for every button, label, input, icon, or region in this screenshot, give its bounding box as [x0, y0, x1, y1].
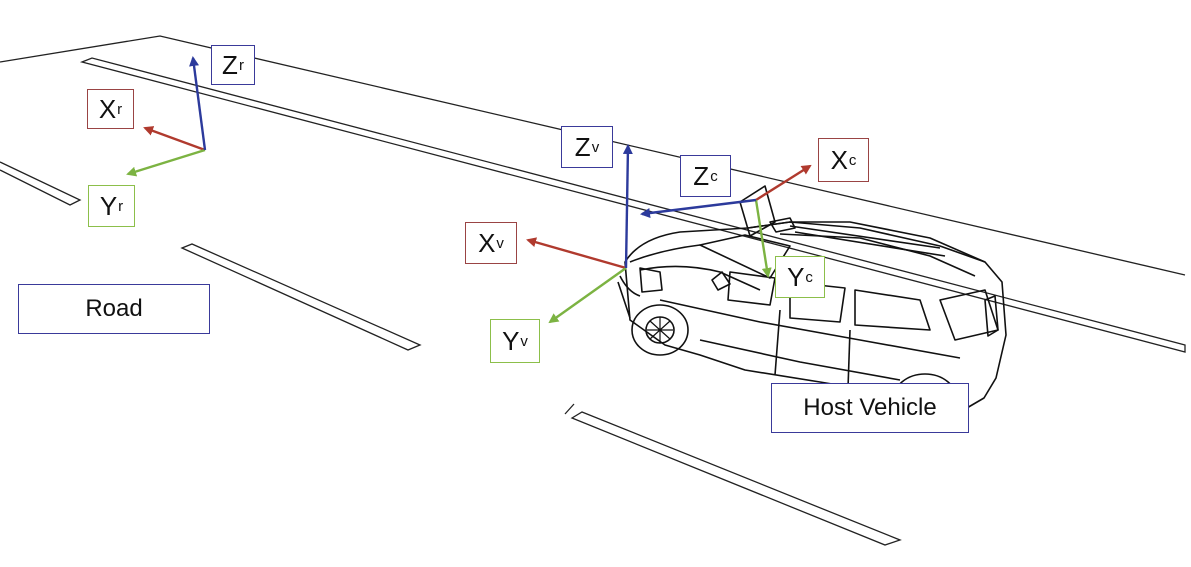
axis-subscript: r — [238, 56, 244, 74]
axis-letter: Z — [222, 50, 238, 80]
road-z-axis — [189, 56, 207, 151]
axis-subscript: v — [591, 138, 600, 156]
axis-subscript: v — [520, 332, 528, 350]
vehicle-frame-axes — [526, 144, 633, 324]
road-y-axis — [126, 148, 206, 177]
road-edge-far — [0, 35, 1186, 276]
axis-letter: Z — [693, 161, 710, 191]
host-vehicle-label-text: Host Vehicle — [803, 394, 937, 421]
vehicle-z-axis — [622, 144, 633, 269]
camera-frame-axes — [640, 164, 812, 278]
axis-letter: Y — [787, 262, 805, 292]
host-vehicle-drawing — [617, 185, 1007, 427]
axis-subscript: v — [496, 234, 504, 252]
axis-subscript: c — [710, 167, 718, 185]
axis-subscript: c — [805, 268, 813, 286]
road-frame-axes — [126, 56, 207, 177]
axis-subscript: r — [117, 100, 123, 118]
axis-subscript: c — [848, 151, 857, 169]
camera-y-axis — [754, 199, 772, 278]
axis-letter: Y — [99, 191, 118, 221]
camera-mount — [739, 185, 776, 237]
lane-dash — [0, 161, 82, 206]
axis-letter: X — [98, 94, 117, 124]
road-label-text: Road — [85, 295, 143, 322]
camera-x-axis — [755, 164, 812, 202]
road-surface — [0, 35, 1186, 546]
axis-subscript: r — [118, 197, 124, 215]
lane-dash-stub — [564, 403, 575, 415]
camera-z-axis — [640, 198, 757, 218]
road-shoulder-strip — [79, 57, 1186, 353]
road-x-axis — [143, 126, 206, 152]
lane-dash — [570, 411, 902, 546]
vehicle-x-axis — [526, 237, 627, 270]
road-label: Road — [18, 284, 210, 334]
lane-dash — [180, 243, 422, 351]
vehicle-y-axis — [548, 267, 627, 324]
front-wheel — [631, 304, 689, 356]
axis-letter: Y — [502, 326, 520, 356]
host-vehicle-label: Host Vehicle — [771, 383, 969, 433]
axis-letter: X — [830, 145, 848, 175]
axis-letter: Z — [574, 132, 591, 162]
axis-letter: X — [478, 228, 496, 258]
